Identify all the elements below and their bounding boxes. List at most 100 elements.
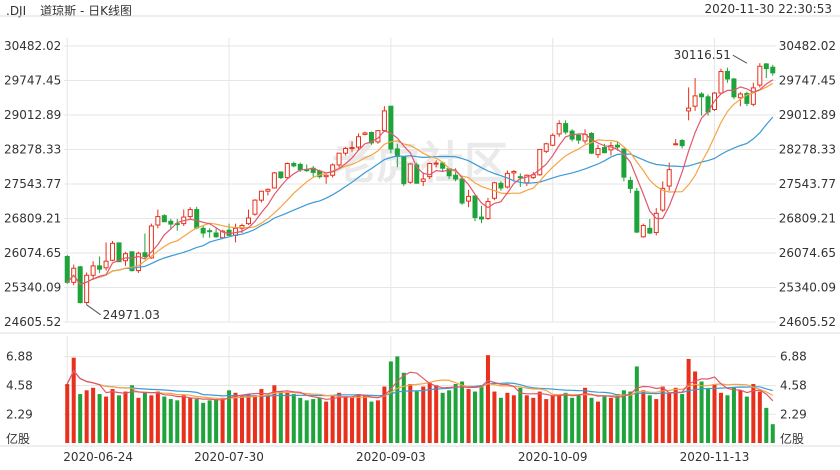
chart-header: .DJI 道琼斯 - 日K线图 <box>6 2 146 19</box>
volume-bar <box>557 394 562 443</box>
volume-bar <box>201 402 206 443</box>
candle-body <box>440 162 446 169</box>
candle-body <box>142 252 148 258</box>
candle-body <box>511 170 517 174</box>
candle-body <box>576 134 582 141</box>
volume-tick-label-right: 2.29 <box>780 407 807 421</box>
volume-bar <box>460 381 465 443</box>
candle-body <box>252 199 258 215</box>
volume-plot <box>65 355 775 443</box>
volume-bar <box>330 395 335 443</box>
volume-bar <box>427 382 432 443</box>
y-tick-label-right: 27543.77 <box>779 177 836 191</box>
candle-body <box>103 260 109 269</box>
datetime-label: 2020-11-30 22:30:53 <box>704 2 832 16</box>
volume-bar <box>317 397 322 443</box>
volume-bar <box>485 355 490 443</box>
volume-bar <box>337 392 342 443</box>
volume-bar <box>686 358 691 443</box>
volume-bar <box>744 396 749 443</box>
y-tick-label-left: 30482.02 <box>4 39 61 53</box>
candle-body <box>627 179 633 189</box>
volume-bar <box>175 400 180 443</box>
candle-body <box>84 274 90 304</box>
volume-ma10-line <box>66 369 774 400</box>
volume-bar <box>155 391 160 443</box>
candle-body <box>647 227 653 234</box>
volume-bar <box>440 392 445 443</box>
candle-body <box>148 225 154 259</box>
candle-body <box>265 188 271 192</box>
candle-body <box>601 147 607 154</box>
volume-bar <box>356 394 361 443</box>
candle-body <box>472 195 478 219</box>
candle-body <box>135 252 141 272</box>
candle-body <box>362 132 368 135</box>
volume-bar <box>751 384 756 443</box>
candle-body <box>537 148 543 176</box>
volume-bar <box>168 399 173 443</box>
volume-bar <box>259 389 264 443</box>
candle-body <box>258 190 264 201</box>
candle-body <box>278 171 284 179</box>
volume-bar <box>350 397 355 443</box>
volume-bar <box>285 392 290 443</box>
volume-bar <box>129 385 134 443</box>
volume-bar <box>712 384 717 443</box>
volume-bar <box>142 392 147 443</box>
candle-body <box>161 215 167 223</box>
chart-title: 道琼斯 - 日K线图 <box>40 4 132 18</box>
candle-body <box>692 95 698 107</box>
candle-body <box>220 230 226 239</box>
candle-body <box>116 242 122 263</box>
volume-bar <box>544 399 549 443</box>
volume-bar <box>123 391 128 443</box>
candle-body <box>673 143 679 146</box>
volume-bar <box>304 400 309 443</box>
candle-body <box>770 66 776 74</box>
grid-lines <box>0 15 840 447</box>
candle-body <box>90 265 96 276</box>
candle-body <box>245 217 251 225</box>
volume-bar <box>595 401 601 443</box>
ma20-line <box>66 116 774 286</box>
volume-bar <box>84 390 89 443</box>
symbol-label: .DJI <box>6 4 27 18</box>
volume-bar <box>518 387 523 443</box>
axis-labels: 30482.02 30482.02 29747.45 29747.45 29012.89… <box>4 39 836 464</box>
candle-body <box>97 265 103 270</box>
volume-bar <box>563 392 568 443</box>
candle-body <box>401 156 407 185</box>
candle-body <box>653 212 659 234</box>
volume-bar <box>408 384 413 443</box>
volume-tick-label-left: 2.29 <box>6 407 33 421</box>
y-tick-label-left: 25340.09 <box>4 280 61 294</box>
volume-bar <box>181 395 186 443</box>
candle-body <box>699 93 705 98</box>
volume-bar <box>680 394 685 443</box>
annotation-leader <box>732 54 748 64</box>
candle-body <box>556 123 562 135</box>
x-tick-label: 2020-07-30 <box>194 450 264 464</box>
volume-bar <box>291 394 296 443</box>
candle-body <box>744 93 750 104</box>
ma5-line <box>66 79 774 286</box>
candle-body <box>388 105 394 150</box>
volume-bar <box>641 390 646 443</box>
volume-bar <box>473 391 478 443</box>
volume-bar <box>246 394 251 443</box>
volume-bar <box>654 399 659 443</box>
candle-body <box>718 70 724 94</box>
volume-bar <box>117 395 122 443</box>
volume-bar <box>136 397 141 443</box>
volume-bar <box>375 400 380 443</box>
volume-bar <box>660 386 665 443</box>
volume-bar <box>647 395 652 443</box>
volume-tick-label-left: 4.58 <box>6 379 33 393</box>
candle-body <box>155 216 161 226</box>
candle-body <box>64 256 70 283</box>
volume-bar <box>492 391 497 443</box>
volume-bar <box>162 396 167 443</box>
volume-bar <box>628 391 633 443</box>
